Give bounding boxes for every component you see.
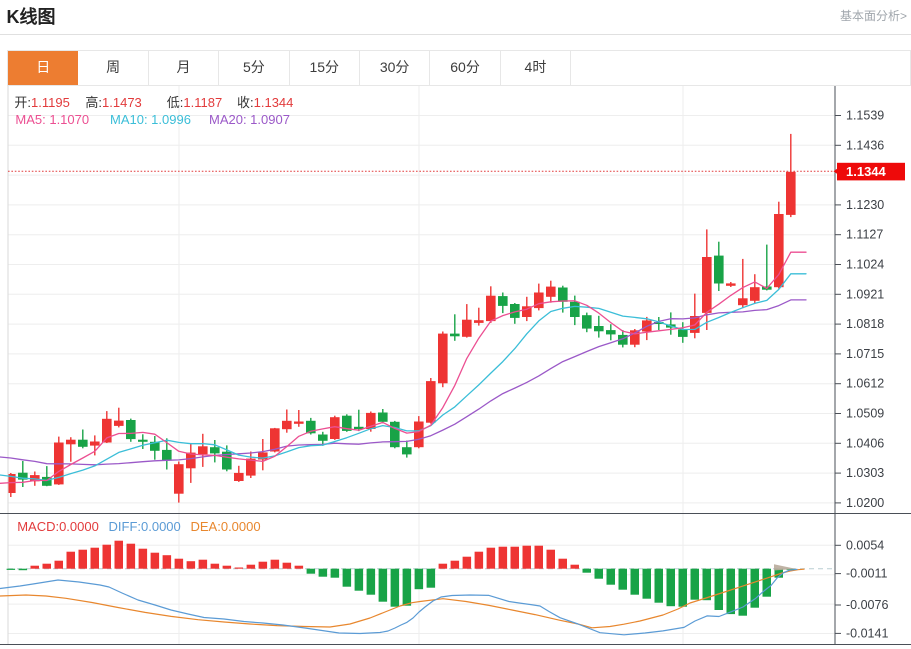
svg-text:1.1127: 1.1127: [846, 228, 883, 242]
svg-text:-0.0011: -0.0011: [846, 567, 888, 581]
svg-text:0.0054: 0.0054: [846, 538, 884, 552]
svg-text:1.0303: 1.0303: [846, 466, 884, 480]
svg-text:1.0818: 1.0818: [846, 317, 884, 331]
svg-text:1.0509: 1.0509: [846, 407, 884, 421]
svg-text:1.1436: 1.1436: [846, 138, 884, 152]
svg-text:1.1024: 1.1024: [846, 258, 884, 272]
svg-text:-0.0141: -0.0141: [846, 626, 888, 640]
svg-text:1.0715: 1.0715: [846, 347, 884, 361]
svg-text:1.1344: 1.1344: [846, 164, 887, 179]
svg-text:1.0406: 1.0406: [846, 436, 884, 450]
svg-text:-0.0076: -0.0076: [846, 598, 888, 612]
svg-text:1.0921: 1.0921: [846, 287, 884, 301]
svg-text:1.1539: 1.1539: [846, 109, 884, 123]
svg-text:1.1230: 1.1230: [846, 198, 884, 212]
svg-text:1.0612: 1.0612: [846, 377, 884, 391]
svg-text:1.0200: 1.0200: [846, 496, 884, 510]
